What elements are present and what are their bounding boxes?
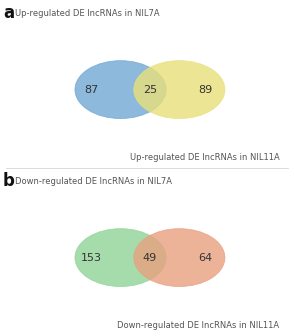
- Text: a: a: [3, 4, 14, 22]
- Text: 87: 87: [84, 85, 98, 95]
- Text: 49: 49: [143, 253, 157, 263]
- Text: b: b: [3, 172, 15, 190]
- Text: Up-regulated DE lncRNAs in NIL7A: Up-regulated DE lncRNAs in NIL7A: [15, 9, 159, 18]
- Circle shape: [75, 61, 166, 119]
- Text: Up-regulated DE lncRNAs in NIL11A: Up-regulated DE lncRNAs in NIL11A: [130, 154, 279, 162]
- Text: 25: 25: [143, 85, 157, 95]
- Text: 64: 64: [199, 253, 213, 263]
- Circle shape: [75, 229, 166, 287]
- Text: 89: 89: [199, 85, 213, 95]
- Text: 153: 153: [81, 253, 102, 263]
- Circle shape: [134, 229, 225, 287]
- Text: Down-regulated DE lncRNAs in NIL7A: Down-regulated DE lncRNAs in NIL7A: [15, 177, 172, 186]
- Circle shape: [134, 61, 225, 119]
- Text: Down-regulated DE lncRNAs in NIL11A: Down-regulated DE lncRNAs in NIL11A: [117, 322, 279, 330]
